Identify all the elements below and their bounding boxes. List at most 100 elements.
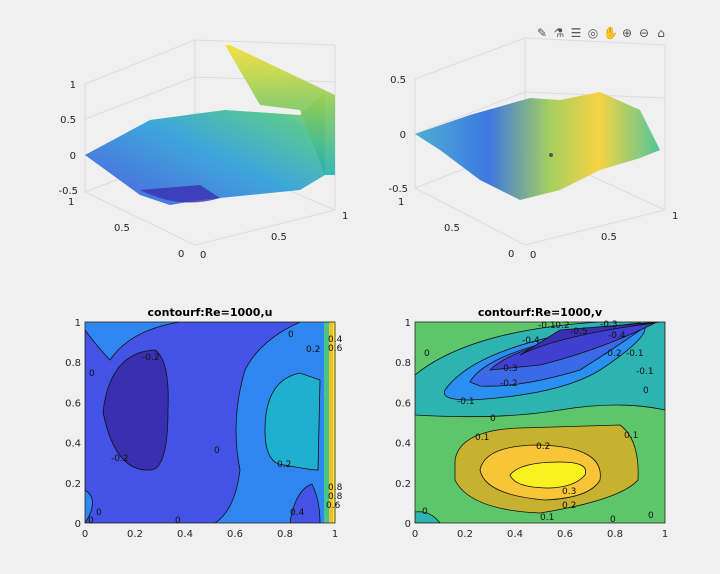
x-tick: 0.5 [271, 232, 287, 243]
contour-label: -0.5 [570, 327, 588, 337]
contour-label: -0.1 [538, 321, 556, 331]
z-tick: 0.5 [60, 115, 76, 126]
home-icon[interactable]: ⌂ [657, 26, 665, 40]
contour-label: 0.8 [328, 492, 343, 502]
brush-icon[interactable]: ✎ [536, 26, 548, 40]
y-tick: 0 [178, 249, 184, 260]
contour-label: -0.2 [111, 454, 129, 464]
z-tick: -0.5 [388, 184, 408, 195]
contour-label: 0 [89, 369, 95, 379]
surface-plot-v[interactable]: 0.5 0 -0.5 1 0.5 0 0 0.5 1 [388, 37, 678, 261]
x-tick: 0.8 [607, 529, 623, 540]
contour-label: 0 [643, 386, 649, 396]
y-tick: 0.6 [395, 398, 411, 409]
y-tick: 0.2 [395, 479, 411, 490]
y-tick: 0.5 [114, 223, 130, 234]
contour-label: 0.3 [562, 487, 576, 497]
z-tick: 0 [70, 151, 76, 162]
x-tick: 0.6 [227, 529, 243, 540]
contour-region [102, 349, 169, 471]
contour-label: 0 [288, 330, 294, 340]
y-tick: 0.6 [65, 398, 81, 409]
contour-label: 0.2 [562, 501, 576, 511]
zoom-out-icon[interactable]: ⊖ [638, 26, 650, 40]
contour-region [329, 322, 333, 523]
x-tick: 0 [530, 250, 536, 261]
contour-label: 0 [88, 516, 94, 526]
data-cursor-marker [549, 153, 553, 157]
contour-label: 0 [610, 515, 616, 525]
x-tick: 0 [412, 529, 418, 540]
contour-label: -0.2 [552, 321, 570, 331]
z-tick: 0 [400, 130, 406, 141]
y-tick: 1 [405, 318, 411, 329]
x-tick: 0.2 [127, 529, 143, 540]
contour-label: -0.3 [600, 320, 618, 330]
y-ticks: 0 0.2 0.4 0.6 0.8 1 [395, 318, 411, 530]
data-tips-icon[interactable]: ⚗ [553, 26, 565, 40]
pan-hand-icon[interactable]: ✋ [603, 26, 618, 40]
x-tick: 1 [662, 529, 668, 540]
contour-label: 0 [648, 511, 654, 521]
contour-label: -0.4 [608, 331, 626, 341]
x-ticks: 0 0.5 1 [530, 211, 678, 261]
figure-toolbar: ✎ ⚗ ☰ ◎ ✋ ⊕ ⊖ ⌂ [535, 26, 668, 40]
contour-plot-u[interactable]: contourf:Re=1000,u -0.2 -0.2 0 0 0 0.2 0… [65, 306, 342, 540]
contour-label: 0.4 [328, 335, 343, 345]
z-ticks: 0.5 0 -0.5 [388, 75, 408, 195]
contour-label: -0.2 [500, 379, 518, 389]
plot-title: contourf:Re=1000,u [148, 306, 273, 319]
y-tick: 0.8 [395, 358, 411, 369]
x-ticks: 0 0.2 0.4 0.6 0.8 1 [82, 529, 338, 540]
y-tick: 1 [75, 318, 81, 329]
contour-labels: -0.2 -0.2 0 0 0 0.2 0.2 0.4 0.6 0.8 0.8 … [88, 330, 343, 526]
y-tick: 0.2 [65, 479, 81, 490]
contour-label: -0.2 [604, 349, 622, 359]
contour-label: 0 [490, 414, 496, 424]
contour-label: -0.2 [142, 353, 160, 363]
contour-plot-v[interactable]: contourf:Re=1000,v -0.1 -0.2 -0.5 -0.3 -… [395, 306, 668, 540]
surface-plot-u[interactable]: 1 0.5 0 -0.5 1 0.5 0 0 0.5 1 [58, 39, 348, 261]
x-tick: 0.6 [557, 529, 573, 540]
contour-label: 0 [422, 507, 428, 517]
zoom-in-icon[interactable]: ⊕ [621, 26, 633, 40]
contour-region [333, 322, 335, 523]
y-ticks: 0 0.2 0.4 0.6 0.8 1 [65, 318, 81, 530]
contour-label: -0.1 [636, 367, 654, 377]
axes-frame [414, 321, 666, 524]
surface-dip [140, 185, 220, 203]
x-tick: 0.4 [177, 529, 193, 540]
x-tick: 1 [332, 529, 338, 540]
x-tick: 1 [342, 211, 348, 222]
contour-label: 0.2 [306, 345, 320, 355]
y-tick: 0 [508, 249, 514, 260]
x-tick: 0.4 [507, 529, 523, 540]
contour-label: 0 [96, 508, 102, 518]
contour-region [289, 483, 321, 523]
contour-region [415, 511, 441, 523]
contour-label: 0 [175, 516, 181, 526]
y-tick: 0.8 [65, 358, 81, 369]
surface-mesh [85, 92, 325, 205]
x-ticks: 0 0.2 0.4 0.6 0.8 1 [412, 529, 668, 540]
contour-region [324, 322, 330, 523]
contour-label: -0.1 [626, 349, 644, 359]
y-tick: 0 [75, 519, 81, 530]
y-ticks: 1 0.5 0 [398, 197, 514, 260]
x-tick: 0 [82, 529, 88, 540]
legend-icon[interactable]: ☰ [570, 26, 582, 40]
contour-label: 0.2 [536, 442, 550, 452]
contour-region [509, 461, 587, 489]
y-tick: 0.4 [65, 439, 81, 450]
contour-label: -0.3 [500, 364, 518, 374]
rotate-3d-icon[interactable]: ◎ [587, 26, 599, 40]
contour-label: 0.2 [277, 460, 291, 470]
contour-label: 0 [214, 446, 220, 456]
x-tick: 0.2 [457, 529, 473, 540]
y-tick: 0 [405, 519, 411, 530]
z-ticks: 1 0.5 0 -0.5 [58, 80, 78, 197]
z-tick: -0.5 [58, 186, 78, 197]
contour-label: 0.8 [328, 483, 343, 493]
y-tick: 0.4 [395, 439, 411, 450]
